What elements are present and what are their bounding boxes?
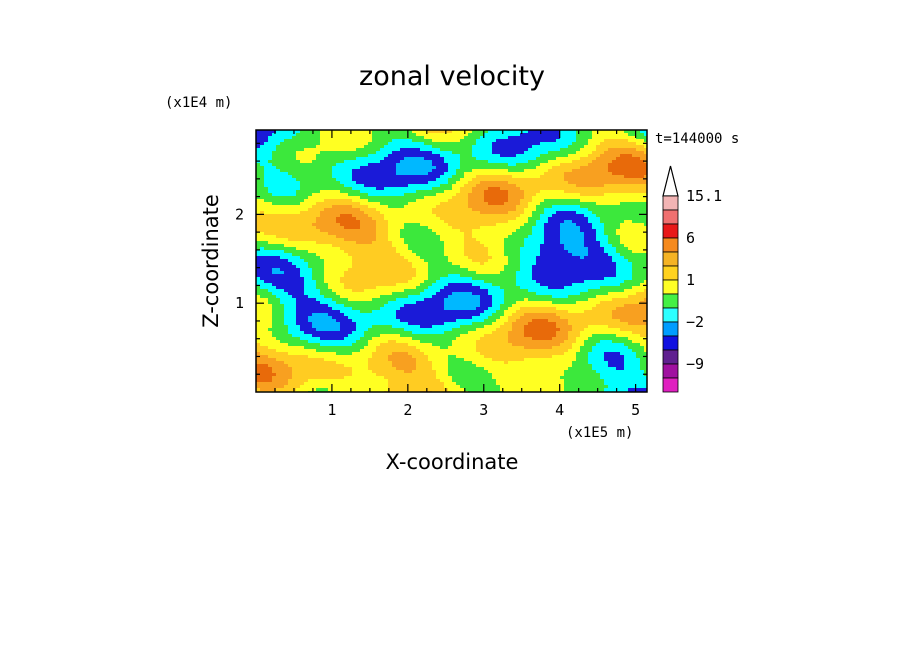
x-tick-label: 5 [631, 401, 640, 419]
colorbar-bin [662, 223, 679, 239]
colorbar-bin [662, 237, 679, 253]
y-tick-label: 1 [235, 294, 244, 312]
x-scale-label: (x1E5 m) [566, 425, 633, 441]
colorbar-bin [662, 279, 679, 295]
colorbar-label: 15.1 [686, 187, 722, 205]
colorbar-bin [662, 195, 679, 211]
colorbar-label: 6 [686, 229, 695, 247]
colorbar-label: 1 [686, 271, 695, 289]
chart-title: zonal velocity [359, 61, 545, 92]
colorbar-label: −9 [686, 355, 704, 373]
axes: 1 2 3 4 5 1 2 [235, 129, 648, 419]
x-tick-label: 2 [403, 401, 412, 419]
y-axis-label: Z-coordinate [199, 194, 223, 328]
colorbar: 15.1 6 1 −2 −9 [662, 165, 722, 393]
colorbar-bin [662, 377, 679, 393]
contour-field [256, 130, 647, 392]
colorbar-bin [662, 321, 679, 337]
plot-frame [255, 129, 648, 393]
colorbar-bin [662, 363, 679, 379]
time-label: t=144000 s [655, 131, 739, 147]
x-axis-label: X-coordinate [386, 450, 519, 474]
colorbar-extend-arrow [662, 165, 679, 197]
y-tick-label: 2 [235, 205, 244, 223]
plot-area [256, 130, 647, 392]
y-scale-label: (x1E4 m) [165, 95, 232, 111]
colorbar-bin [662, 251, 679, 267]
x-tick-label: 4 [555, 401, 564, 419]
x-tick-label: 3 [479, 401, 488, 419]
colorbar-bin [662, 209, 679, 225]
colorbar-bin [662, 293, 679, 309]
colorbar-bin [662, 335, 679, 351]
colorbar-label: −2 [686, 313, 704, 331]
x-tick-label: 1 [327, 401, 336, 419]
colorbar-bin [662, 265, 679, 281]
colorbar-bin [662, 307, 679, 323]
colorbar-bin [662, 349, 679, 365]
